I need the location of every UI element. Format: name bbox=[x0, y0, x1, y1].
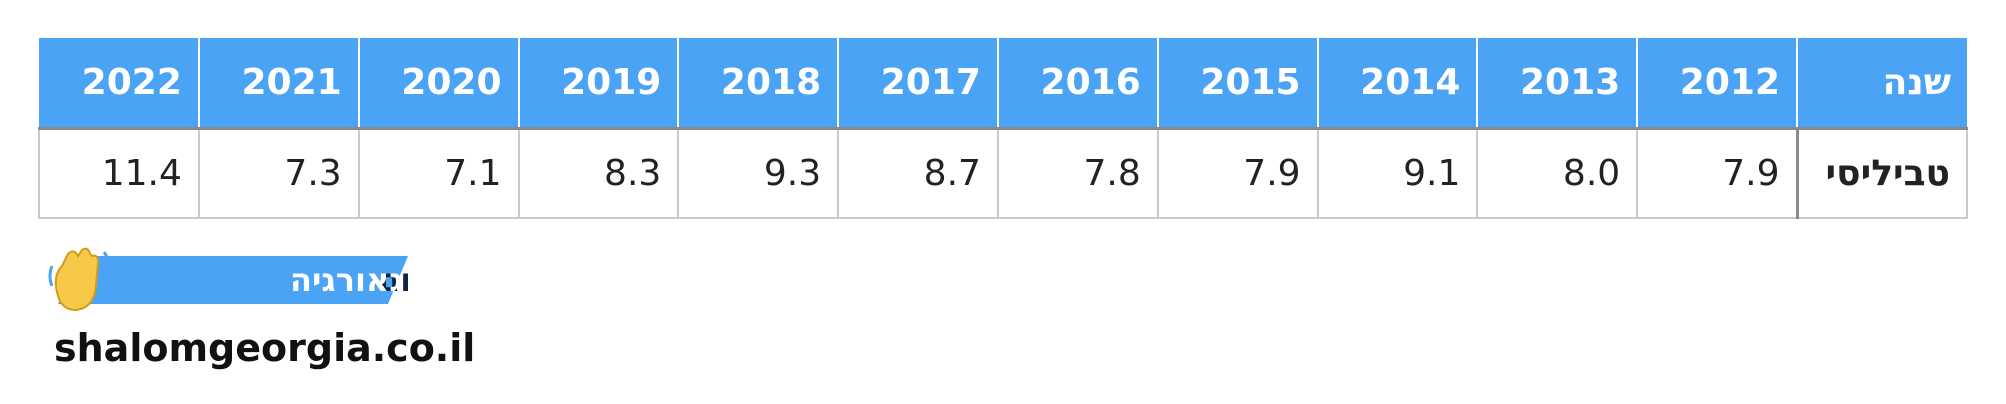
header-cell: 2021 bbox=[197, 38, 359, 130]
table-cell: 7.3 bbox=[197, 127, 360, 219]
header-cell: 2018 bbox=[677, 38, 839, 130]
table-cell: 9.1 bbox=[1316, 127, 1479, 219]
table-cell: 7.9 bbox=[1156, 127, 1319, 219]
table-cell: 11.4 bbox=[38, 127, 200, 219]
header-cell: 2020 bbox=[357, 38, 519, 130]
header-cell: שנה bbox=[1796, 38, 1967, 130]
table-cell: 8.3 bbox=[517, 127, 680, 219]
table-cell: 9.3 bbox=[677, 127, 840, 219]
header-cell: 2022 bbox=[39, 38, 199, 130]
header-cell: 2017 bbox=[837, 38, 998, 130]
table-cell: 8.0 bbox=[1476, 127, 1639, 219]
logo-word2: גאורגיה bbox=[290, 261, 404, 299]
table-body: טביליסי 7.9 8.0 9.1 7.9 7.8 8.7 9.3 8.3 7.1 7.3 11.… bbox=[38, 127, 1968, 219]
header-cell: 2015 bbox=[1156, 38, 1318, 130]
header-cell: 2013 bbox=[1476, 38, 1638, 130]
header-cell: 2016 bbox=[996, 38, 1158, 130]
table-cell: טביליסי bbox=[1795, 127, 1968, 219]
header-cell: 2014 bbox=[1316, 38, 1478, 130]
table-cell: 7.1 bbox=[357, 127, 520, 219]
wave-hand bbox=[48, 247, 110, 312]
table-cell: 7.9 bbox=[1636, 127, 1798, 219]
header-cell: 2012 bbox=[1636, 38, 1797, 130]
header-cell: 2019 bbox=[517, 38, 679, 130]
data-table: שנה 2012 2013 2014 2015 2016 2017 2018 2019 2020 2… bbox=[38, 38, 1968, 219]
table-cell: 8.7 bbox=[837, 127, 999, 219]
logo-word1: שלום bbox=[378, 261, 408, 299]
logo-badge bbox=[58, 256, 408, 304]
header-row: שנה 2012 2013 2014 2015 2016 2017 2018 2019 2020 2… bbox=[39, 38, 1967, 130]
table-cell: 7.8 bbox=[996, 127, 1159, 219]
site-url: shalomgeorgia.co.il bbox=[54, 326, 476, 370]
logo: שלום גאורגיה bbox=[48, 247, 408, 312]
table-row: טביליסי 7.9 8.0 9.1 7.9 7.8 8.7 9.3 8.3 7.1 7.3 11.… bbox=[38, 127, 1968, 219]
